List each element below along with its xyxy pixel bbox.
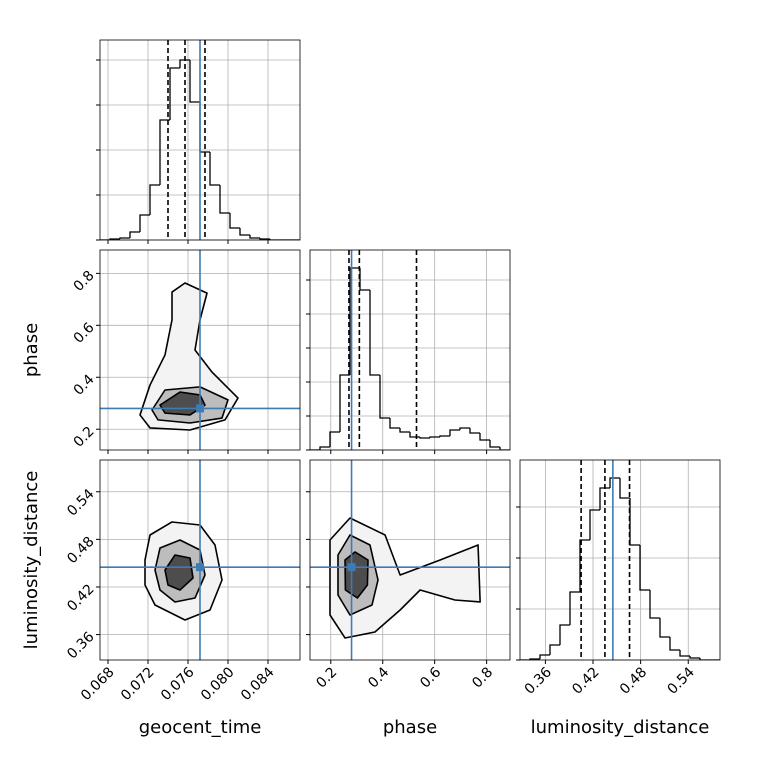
panel-frame [99, 459, 301, 661]
histogram-bin [569, 591, 580, 625]
histogram-bin [179, 59, 190, 68]
histogram-bin [229, 213, 240, 229]
histogram-bin [369, 290, 380, 376]
x-tick-label: 0.068 [78, 664, 118, 704]
histogram-bin [699, 658, 710, 660]
histogram-bin [599, 487, 610, 510]
histogram-bin [589, 509, 600, 540]
histogram-bin [129, 231, 140, 238]
y-axis-title: phase [21, 323, 42, 377]
x-axis-title: phase [383, 717, 437, 738]
y-tick-label: 0.4 [71, 372, 98, 399]
x-tick-label: 0.076 [158, 664, 198, 704]
y-tick-label: 0.42 [64, 581, 97, 614]
contour [164, 554, 194, 591]
histogram-bin [489, 440, 500, 448]
y-tick-label: 0.36 [64, 629, 97, 662]
histogram-bin [679, 650, 690, 657]
x-tick-label: 0.2 [313, 664, 340, 691]
x-tick-label: 0.080 [198, 664, 238, 704]
histogram-bin [459, 427, 470, 430]
truth-marker [196, 563, 204, 572]
histogram-bin [239, 228, 250, 236]
x-tick-label: 0.084 [238, 664, 278, 704]
histogram-bin [639, 545, 650, 591]
histogram-bin [499, 447, 510, 450]
histogram-bin [269, 239, 280, 240]
histogram-bin [329, 431, 340, 447]
histogram-bin [189, 60, 200, 103]
x-axis-title: luminosity_distance [531, 717, 710, 738]
histogram-bin [219, 185, 230, 214]
truth-marker [196, 404, 204, 413]
y-tick-label: 0.48 [64, 534, 97, 567]
y-axis-title: luminosity_distance [21, 471, 42, 650]
histogram-bin [439, 435, 450, 437]
panel-frame [309, 249, 511, 451]
histogram-bin [689, 656, 700, 659]
panel-frame [99, 249, 301, 451]
x-tick-label: 0.4 [365, 664, 392, 691]
histogram-bin [159, 119, 170, 185]
histogram-bin [149, 184, 160, 215]
x-tick-label: 0.54 [665, 664, 698, 697]
y-tick-label: 0.2 [71, 424, 98, 451]
histogram-bin [619, 478, 630, 499]
x-tick-label: 0.36 [522, 664, 555, 697]
histogram-bin [119, 237, 130, 239]
histogram-bin [319, 446, 330, 450]
histogram-bin [389, 418, 400, 429]
panel-background [310, 250, 510, 450]
histogram-bin [379, 375, 390, 419]
histogram-bin [399, 428, 410, 433]
truth-marker [347, 563, 356, 572]
histogram-bin [669, 637, 680, 651]
x-tick-label: 0.6 [417, 664, 444, 691]
histogram-bin [349, 267, 360, 375]
y-tick-label: 0.8 [71, 268, 98, 295]
histogram-bin [139, 214, 150, 232]
histogram-bin [559, 624, 570, 645]
y-tick-label: 0.6 [71, 320, 98, 347]
histogram-bin [449, 429, 460, 436]
panel-frame [519, 459, 721, 661]
histogram-bin [649, 590, 660, 619]
histogram-bin [259, 238, 270, 240]
x-tick-label: 0.48 [617, 664, 650, 697]
panel-frame [99, 39, 301, 241]
x-tick-label: 0.072 [118, 664, 158, 704]
x-tick-label: 0.8 [469, 664, 496, 691]
x-tick-label: 0.42 [569, 664, 602, 697]
histogram-bin [579, 539, 590, 592]
x-axis-title: geocent_time [139, 717, 262, 738]
histogram-bin [339, 374, 350, 432]
histogram-bin [169, 67, 180, 120]
histogram-bin [249, 235, 260, 239]
histogram-bin [209, 152, 220, 186]
histogram-bin [469, 428, 480, 434]
y-tick-label: 0.54 [64, 486, 97, 519]
histogram-bin [429, 436, 440, 438]
histogram-bin [549, 644, 560, 655]
histogram-bin [419, 437, 430, 439]
histogram-bin [609, 477, 620, 488]
histogram-bin [539, 654, 550, 659]
histogram-bin [659, 618, 670, 638]
histogram-bin [479, 433, 490, 441]
panel-frame [309, 459, 511, 661]
